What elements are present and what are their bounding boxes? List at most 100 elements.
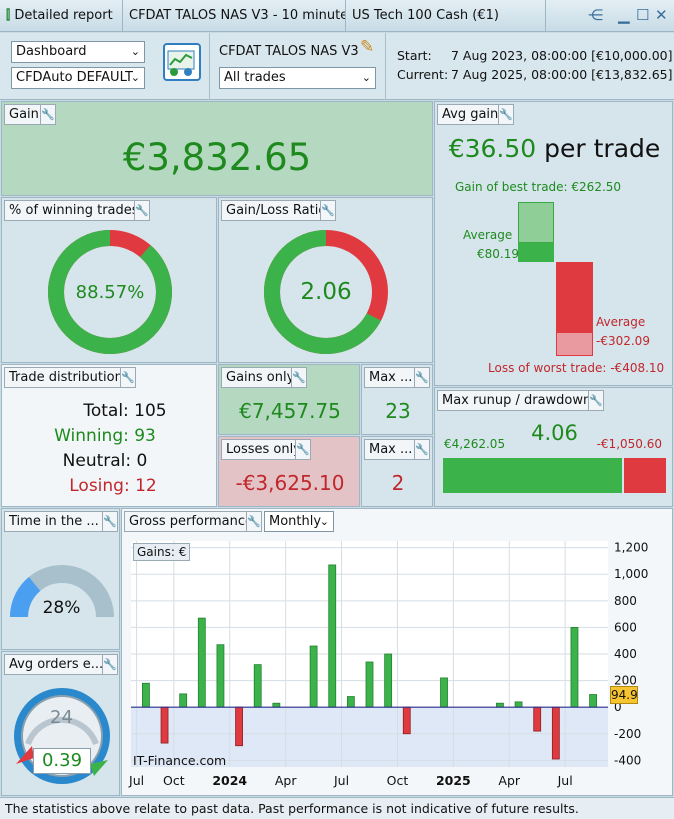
time-in-market-panel: Time in the ... 🔧 28% (1, 508, 120, 650)
chevron-down-icon: ⌄ (361, 71, 371, 84)
watermark: IT-Finance.com (133, 753, 227, 768)
y-axis-ticks: 1,200 1,000 800 600 400 200 0 -200 -400 (614, 541, 648, 768)
avg-loss-bar (556, 262, 593, 332)
chevron-down-icon: ⌄ (319, 515, 329, 528)
tab-instrument[interactable]: US Tech 100 Cash (€1) (346, 0, 546, 32)
pin-icon[interactable]: 🔧 (498, 104, 514, 125)
chevron-down-icon: ⌄ (130, 71, 140, 84)
avg-loss-value: -€302.09 (596, 334, 650, 348)
time-in-market-header: Time in the ... (4, 511, 104, 532)
trades-select[interactable]: All trades ⌄ (219, 67, 376, 89)
toolbar-separator (385, 33, 386, 100)
avg-gain-header: Avg gain (437, 104, 504, 125)
bar (179, 693, 188, 708)
footer-disclaimer: The statistics above relate to past data… (0, 797, 674, 819)
pin-icon[interactable]: 🔧 (414, 439, 430, 460)
bar (589, 694, 597, 708)
x-tick-label: 2025 (436, 773, 471, 788)
runup-bar (443, 458, 622, 493)
x-tick-label: 2024 (212, 773, 247, 788)
report-settings-icon[interactable] (163, 43, 201, 81)
avg-gain-panel: Avg gain 🔧 €36.50 per trade Gain of best… (434, 101, 673, 386)
period-select-value: Monthly (269, 514, 322, 529)
losing-trades: Losing: 12 (69, 476, 157, 496)
total-trades: Total: 105 (83, 401, 167, 421)
clock-dial-number: 24 (50, 707, 73, 728)
bar (570, 627, 579, 708)
gains-only-panel: Gains only 🔧 €7,457.75 (218, 364, 360, 435)
bar (235, 706, 243, 747)
trade-distribution-header: Trade distribution (4, 367, 128, 388)
bar (346, 696, 355, 708)
x-tick-label: Jul (333, 773, 349, 788)
x-tick-label: Apr (275, 773, 297, 788)
chevron-down-icon: ⌄ (130, 45, 140, 58)
y-tick-label: 400 (614, 647, 637, 661)
series-label: Gains: € (133, 543, 191, 561)
edit-pencil-icon[interactable]: ✎ (360, 37, 375, 57)
max-consec-loss-header: Max ... (364, 439, 418, 460)
gross-performance-header: Gross performance (124, 511, 259, 532)
y-tick-label: -200 (614, 727, 641, 741)
title-bar: ⫿ Detailed report CFDAT TALOS NAS V3 - 1… (0, 0, 674, 32)
losses-only-value: -€3,625.10 (235, 471, 345, 495)
bar (440, 677, 448, 708)
pin-icon[interactable]: 🔧 (291, 367, 307, 388)
best-trade-label: Gain of best trade: €262.50 (455, 180, 622, 194)
avg-win-bar (518, 243, 554, 262)
pin-icon[interactable]: 🔧 (134, 200, 150, 221)
pin-icon[interactable]: 🔧 (40, 104, 56, 125)
view-select-value: Dashboard (16, 44, 87, 59)
maximize-icon[interactable]: ☐ (636, 6, 650, 24)
candlestick-icon: ⫿ (6, 8, 11, 23)
tab-label: US Tech 100 Cash (€1) (352, 8, 499, 23)
account-select[interactable]: CFDAuto DEFAULT ⌄ (11, 67, 145, 89)
max-consec-loss-value: 2 (391, 471, 405, 495)
gain-loss-donut (264, 230, 388, 354)
bar (309, 645, 318, 708)
avg-win-label: Average (463, 228, 513, 242)
neutral-trades: Neutral: 0 (62, 451, 148, 471)
winning-trades: Winning: 93 (54, 426, 156, 446)
max-consec-win-panel: Max ... 🔧 23 (361, 364, 433, 435)
bar (253, 664, 262, 708)
trades-select-value: All trades (224, 70, 286, 85)
start-value: 7 Aug 2023, 08:00:00 [€10,000.00] (451, 48, 673, 63)
close-icon[interactable]: ✕ (655, 6, 668, 24)
x-tick-label: Jul (557, 773, 573, 788)
current-label: Current: (397, 67, 449, 82)
pin-icon[interactable]: 🔧 (120, 367, 136, 388)
gauge-fill (10, 576, 41, 618)
avg-orders-header: Avg orders e... (4, 654, 109, 675)
tab-detailed-report[interactable]: ⫿ Detailed report (0, 0, 123, 32)
pin-icon[interactable]: 🔧 (588, 390, 604, 411)
drawdown-value: -€1,050.60 (596, 437, 662, 451)
max-consec-win-header: Max ... (364, 367, 418, 388)
pin-icon[interactable]: 🔧 (295, 439, 311, 460)
pin-icon[interactable]: 🔧 (102, 511, 118, 532)
avg-loss-label: Average (596, 315, 646, 329)
pin-icon[interactable]: 🔧 (320, 200, 336, 221)
share-icon[interactable]: ⋲ (588, 6, 603, 24)
bar (402, 706, 411, 735)
tab-strategy[interactable]: CFDAT TALOS NAS V3 - 10 minutes (123, 0, 346, 32)
pin-icon[interactable]: 🔧 (102, 654, 118, 675)
tab-label: Detailed report (14, 8, 113, 23)
pin-icon[interactable]: 🔧 (246, 511, 262, 532)
y-tick-label: 1,000 (614, 567, 648, 581)
toolbar-separator (209, 33, 210, 100)
pin-icon[interactable]: 🔧 (414, 367, 430, 388)
bar (328, 564, 337, 708)
y-tick-label: 600 (614, 620, 637, 634)
period-select[interactable]: Monthly ⌄ (264, 511, 334, 532)
view-select[interactable]: Dashboard ⌄ (11, 41, 145, 63)
max-consec-win-value: 23 (385, 399, 411, 423)
y-tick-label: 200 (614, 674, 637, 688)
y-tick-label: 800 (614, 594, 637, 608)
avg-gain-line: €36.50 per trade (435, 134, 672, 163)
best-trade-bar (518, 202, 554, 243)
bar (142, 682, 150, 708)
x-tick-label: Apr (498, 773, 520, 788)
minimize-icon[interactable]: ▁ (618, 6, 630, 24)
x-tick-label: Oct (387, 773, 409, 788)
